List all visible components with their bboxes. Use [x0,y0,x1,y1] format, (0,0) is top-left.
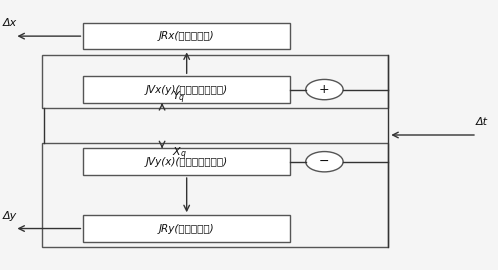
Text: JVx(y)(被积函数寄存器): JVx(y)(被积函数寄存器) [145,85,228,94]
Text: JRx(余数寄存器): JRx(余数寄存器) [159,31,215,41]
Text: Δt: Δt [476,117,488,127]
FancyBboxPatch shape [83,215,290,242]
Text: +: + [319,83,330,96]
Text: Δy: Δy [2,211,17,221]
Text: JVy(x)(被积函数寄存器): JVy(x)(被积函数寄存器) [145,157,228,167]
Text: −: − [319,155,330,168]
Circle shape [306,79,343,100]
FancyBboxPatch shape [83,76,290,103]
Text: Δx: Δx [2,18,17,28]
Text: $Y_q$: $Y_q$ [172,89,185,106]
Text: $X_q$: $X_q$ [172,146,187,162]
Text: JRy(余数寄存器): JRy(余数寄存器) [159,224,215,234]
FancyBboxPatch shape [83,23,290,49]
Circle shape [306,151,343,172]
FancyBboxPatch shape [83,148,290,175]
